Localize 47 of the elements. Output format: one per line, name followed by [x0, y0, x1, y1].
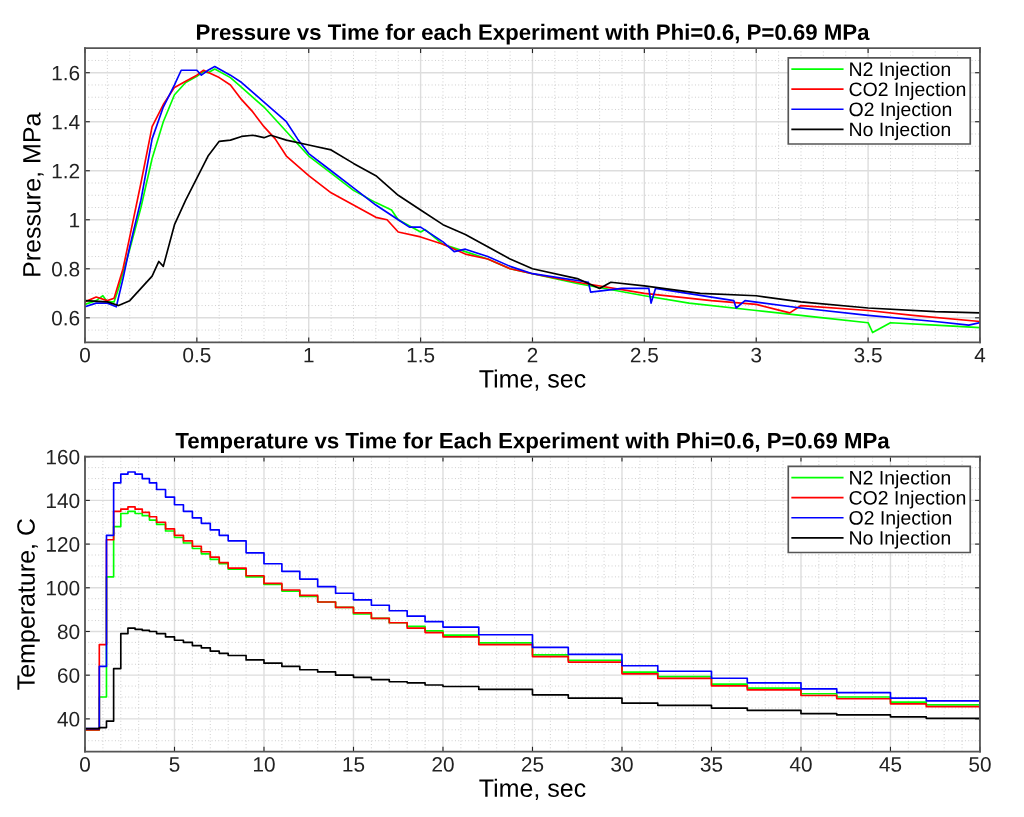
- y-tick-label: 140: [46, 493, 80, 509]
- x-tick-label: 0.5: [183, 347, 211, 363]
- legend-label: No Injection: [850, 530, 950, 549]
- x-tick-label: 40: [789, 757, 812, 772]
- x-tick-label: 0: [80, 347, 90, 363]
- x-tick-label: 45: [879, 757, 902, 772]
- x-axis-title: Time, sec: [479, 369, 586, 391]
- legend-label: CO2 Injection: [849, 490, 966, 509]
- x-tick-label: 50: [969, 757, 991, 772]
- x-tick-label: 5: [169, 757, 180, 772]
- x-tick-label: 10: [253, 757, 275, 772]
- x-tick-label: 1.5: [407, 347, 435, 363]
- x-tick-label: 2.5: [630, 347, 658, 363]
- x-tick-label: 3.5: [854, 347, 882, 363]
- y-tick-label: 60: [58, 668, 80, 683]
- y-tick-label: 1: [70, 212, 80, 228]
- y-tick-label: 100: [46, 580, 80, 596]
- y-tick-label: 160: [46, 449, 80, 465]
- legend-label: No Injection: [850, 122, 950, 141]
- x-tick-label: 2: [527, 347, 538, 363]
- legend-label: O2 Injection: [849, 510, 952, 529]
- x-tick-label: 1: [304, 347, 314, 363]
- y-tick-label: 1.2: [52, 163, 80, 179]
- y-tick-label: 80: [57, 624, 80, 640]
- legend-label: O2 Injection: [849, 101, 952, 121]
- x-tick-label: 3: [751, 347, 762, 363]
- x-tick-label: 30: [611, 757, 633, 772]
- legend-label: N2 Injection: [850, 470, 950, 489]
- x-tick-label: 4: [974, 347, 986, 363]
- legend-label: CO2 Injection: [849, 81, 966, 101]
- x-axis-title: Time, sec: [479, 778, 586, 801]
- legend-label: N2 Injection: [850, 61, 950, 80]
- chart-title: Temperature vs Time for Each Experiment with Phi=0.6, P=0.69 MPa: [175, 432, 890, 453]
- y-axis-title: Temperature, C: [17, 518, 40, 690]
- x-tick-label: 15: [343, 757, 365, 772]
- x-tick-label: 35: [700, 757, 723, 772]
- y-tick-label: 0.8: [51, 261, 80, 277]
- y-tick-label: 1.6: [52, 65, 80, 81]
- y-tick-label: 120: [46, 537, 80, 552]
- chart-title: Pressure vs Time for each Experiment with Phi=0.6, P=0.69 MPa: [196, 23, 870, 45]
- y-tick-label: 0.6: [51, 310, 80, 326]
- y-axis-title: Pressure, MPa: [23, 112, 44, 276]
- y-tick-label: 40: [57, 711, 80, 727]
- x-tick-label: 0: [80, 757, 90, 772]
- x-tick-label: 20: [432, 757, 454, 772]
- y-tick-label: 1.4: [52, 114, 80, 130]
- x-tick-label: 25: [521, 757, 544, 772]
